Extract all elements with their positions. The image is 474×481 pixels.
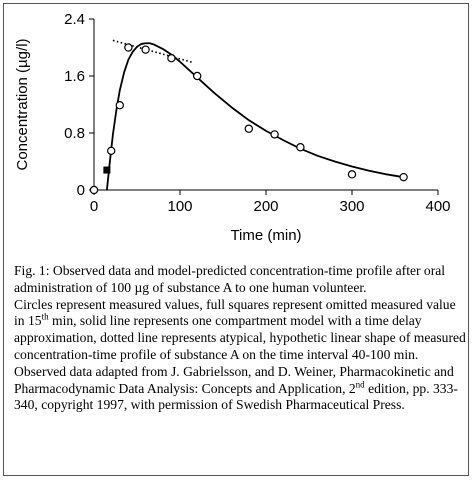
measured-point-circle [270, 130, 279, 139]
curve-layer [106, 39, 404, 191]
y-tick-label: 1.6 [64, 68, 85, 85]
measured-point-circle [296, 143, 305, 152]
caption-body-part-1: Circles represent measured values, full … [14, 296, 456, 329]
measured-point-circle [141, 45, 150, 54]
y-tick-label: 2.4 [64, 11, 85, 28]
figure-frame: 0 0.8 1.6 2.4 0 100 200 300 400 Time (min) Concent… [3, 3, 469, 476]
caption-superscript-nd: nd [355, 379, 365, 390]
x-tick-label: 400 [425, 198, 450, 215]
measured-point-circle [399, 172, 408, 182]
chart-axes [89, 18, 439, 195]
measured-point-circle [192, 71, 202, 81]
marker-layer [89, 43, 408, 195]
concentration-time-chart: 0 0.8 1.6 2.4 0 100 200 300 400 Time (min) Concent… [14, 11, 451, 244]
figure-caption: Fig. 1: Observed data and model-predicte… [14, 263, 466, 414]
measured-point-circle [167, 53, 176, 63]
omitted-point-square [103, 166, 111, 174]
x-tick-label: 0 [90, 198, 98, 215]
dotted-linear-fit-line [112, 39, 194, 64]
caption-body-part-3: edition, pp. 333-340, copyright 1997, wi… [14, 380, 458, 413]
measured-point-circle [115, 101, 125, 110]
y-tick-label: 0 [77, 182, 85, 199]
measured-point-circle [124, 43, 133, 52]
y-axis-title: Concentration (µg/l) [14, 38, 31, 170]
x-tick-label: 100 [167, 198, 192, 215]
caption-fig-title: Fig. 1: Observed data and model-predicte… [14, 263, 446, 295]
model-fit-curve [106, 42, 404, 191]
y-tick-label: 0.8 [64, 125, 85, 142]
caption-superscript-th: th [41, 311, 49, 322]
caption-body: Circles represent measured values, full … [14, 297, 466, 415]
measured-point-circle [89, 185, 99, 195]
caption-body-part-2: min, solid line represents one compartme… [14, 313, 466, 396]
measured-point-circle [347, 170, 357, 179]
x-tick-label: 200 [253, 198, 278, 215]
measured-point-circle [244, 124, 253, 133]
measured-point-circle [106, 146, 116, 156]
x-axis-title: Time (min) [230, 227, 301, 244]
x-tick-label: 300 [339, 198, 364, 215]
label-layer: 0 0.8 1.6 2.4 0 100 200 300 400 Time (min) Concent… [14, 11, 451, 244]
